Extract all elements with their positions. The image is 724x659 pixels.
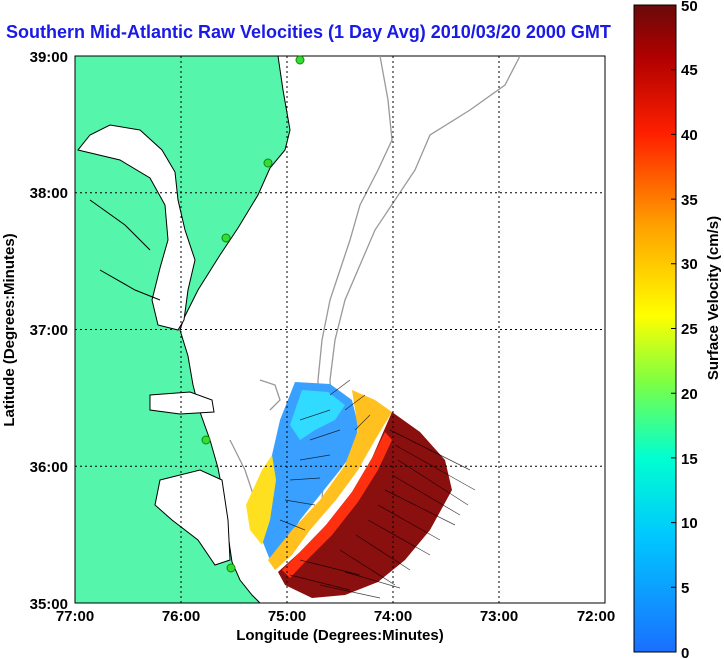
colorbar-tick-label: 0	[681, 645, 689, 659]
pamlico-sound	[154, 469, 231, 566]
colorbar-label: Surface Velocity (cm/s)	[705, 216, 722, 380]
x-axis-label: Longitude (Degrees:Minutes)	[236, 627, 444, 644]
x-tick-label: 74:00	[374, 608, 412, 625]
bathymetry-contour	[329, 56, 521, 461]
y-tick-label: 37:00	[30, 322, 68, 339]
albemarle-sound	[149, 391, 215, 415]
velocity-field-transition	[268, 390, 392, 570]
x-tick-label: 77:00	[56, 608, 94, 625]
y-tick-label: 35:00	[30, 596, 68, 613]
colorbar-ticks	[671, 4, 676, 653]
velocity-field-west	[246, 455, 276, 545]
station-marker	[201, 435, 211, 445]
colorbar-tick-label: 15	[681, 451, 698, 468]
station-marker	[295, 55, 305, 65]
x-tick-label: 73:00	[480, 608, 518, 625]
bathymetry-contour	[259, 379, 281, 411]
y-tick-label: 38:00	[30, 185, 68, 202]
river	[99, 269, 161, 301]
colorbar-tick-label: 35	[681, 192, 698, 209]
station-marker	[263, 158, 273, 168]
colorbar	[633, 4, 677, 653]
y-tick-label: 36:00	[30, 459, 68, 476]
station-marker	[226, 563, 236, 573]
velocity-field-high	[278, 412, 452, 598]
colorbar-tick-label: 5	[681, 580, 689, 597]
y-axis-label: Latitude (Degrees:Minutes)	[1, 233, 18, 426]
colorbar-tick-label: 50	[681, 0, 698, 15]
hf-radar-stations	[201, 55, 305, 573]
chart-title: Southern Mid-Atlantic Raw Velocities (1 …	[6, 22, 611, 42]
velocity-field-edge	[282, 432, 392, 578]
colorbar-tick-label: 20	[681, 386, 698, 403]
velocity-vectors	[279, 379, 476, 599]
x-tick-label: 76:00	[162, 608, 200, 625]
station-marker	[221, 233, 231, 243]
x-tick-label: 72:00	[577, 608, 615, 625]
velocity-field-mid	[290, 390, 345, 440]
river	[89, 199, 151, 251]
colorbar-tick-label: 10	[681, 515, 698, 532]
velocity-field-low	[262, 382, 358, 560]
y-tick-label: 39:00	[30, 49, 68, 66]
chesapeake-bay	[77, 124, 196, 331]
grid	[75, 56, 605, 603]
colorbar-tick-label: 30	[681, 256, 698, 273]
colorbar-tick-label: 25	[681, 321, 698, 338]
colorbar-tick-label: 40	[681, 127, 698, 144]
colorbar-tick-label: 45	[681, 62, 698, 79]
x-tick-label: 75:00	[268, 608, 306, 625]
